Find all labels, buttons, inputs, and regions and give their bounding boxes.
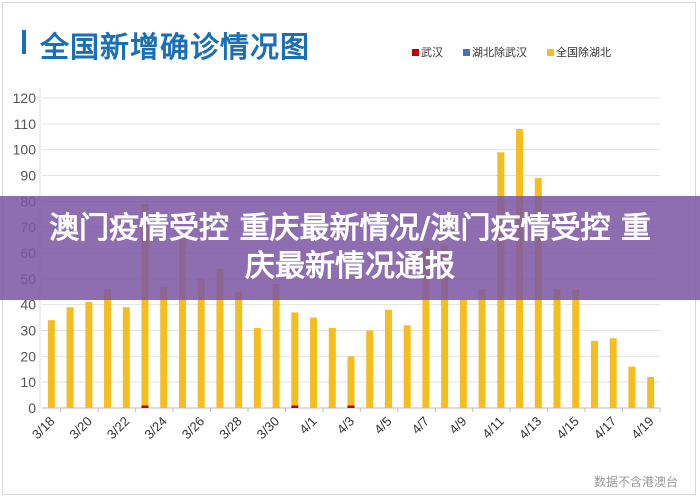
bar <box>253 327 261 408</box>
x-tick-label: 4/9 <box>446 414 469 437</box>
legend-label: 武汉 <box>421 46 443 59</box>
bar <box>235 291 243 408</box>
bar <box>104 289 112 408</box>
chart-title: 全国新增确诊情况图 <box>40 30 311 64</box>
x-tick-label: 3/28 <box>216 414 245 443</box>
bar <box>459 299 467 408</box>
bar <box>553 289 561 408</box>
y-tick-label: 90 <box>20 168 36 184</box>
bar <box>141 405 149 408</box>
y-tick-label: 40 <box>20 297 36 313</box>
bar <box>310 317 318 408</box>
x-tick-label: 4/13 <box>516 414 545 443</box>
bar <box>85 302 93 408</box>
bar <box>141 203 149 406</box>
x-tick-label: 4/3 <box>334 414 357 437</box>
y-tick-label: 10 <box>20 374 36 390</box>
bar <box>197 278 205 408</box>
bar <box>347 405 355 408</box>
legend-label: 全国除湖北 <box>556 46 611 59</box>
x-tick-label: 3/30 <box>254 414 283 443</box>
bar <box>403 325 411 408</box>
x-tick-label: 3/18 <box>29 414 58 443</box>
bar <box>272 284 280 408</box>
x-tick-label: 4/7 <box>409 414 432 437</box>
bar <box>291 312 299 406</box>
x-tick-label: 4/5 <box>371 414 394 437</box>
legend-swatch <box>547 48 554 56</box>
bar <box>590 340 598 408</box>
bar <box>422 247 430 408</box>
legend-item-wuhan: 武汉 <box>412 44 443 60</box>
x-tick-label: 3/26 <box>179 414 208 443</box>
bar <box>366 330 374 408</box>
legend-item-national: 全国除湖北 <box>547 44 611 60</box>
legend-swatch <box>412 48 419 56</box>
y-tick-label: 100 <box>13 142 37 158</box>
x-tick-label: 4/19 <box>628 414 657 443</box>
x-tick-label: 4/15 <box>553 414 582 443</box>
bar <box>160 286 168 408</box>
x-tick-label: 4/1 <box>296 414 319 437</box>
bar <box>66 307 74 408</box>
legend-swatch <box>463 48 470 56</box>
bar <box>441 245 449 408</box>
y-tick-label: 30 <box>20 323 36 339</box>
bar <box>647 377 655 408</box>
legend: 武汉 湖北除武汉 全国除湖北 <box>412 44 611 60</box>
headline-banner: 澳门疫情受控 重庆最新情况/澳门疫情受控 重庆最新情况通报 <box>0 196 700 300</box>
bar <box>216 268 224 408</box>
x-tick-label: 4/17 <box>591 414 620 443</box>
legend-item-hubei: 湖北除武汉 <box>463 44 527 60</box>
legend-label: 湖北除武汉 <box>472 46 527 59</box>
bar <box>347 356 355 406</box>
y-tick-label: 110 <box>14 116 37 132</box>
bar <box>178 237 186 408</box>
y-tick-label: 120 <box>13 90 37 106</box>
title-accent-bar <box>22 30 26 54</box>
headline-text: 澳门疫情受控 重庆最新情况/澳门疫情受控 重庆最新情况通报 <box>49 211 651 284</box>
x-tick-label: 3/20 <box>66 414 95 443</box>
bar <box>328 327 336 408</box>
x-tick-label: 4/11 <box>479 414 507 442</box>
bar <box>609 338 617 408</box>
bar <box>384 309 392 408</box>
y-tick-label: 0 <box>28 400 36 416</box>
bar <box>478 289 486 408</box>
y-tick-label: 20 <box>20 348 36 364</box>
bar <box>47 320 55 408</box>
source-note: 数据不含港澳台 <box>593 475 678 489</box>
x-tick-label: 3/22 <box>104 414 133 443</box>
bar <box>122 307 130 408</box>
x-tick-label: 3/24 <box>141 414 170 443</box>
bar <box>291 405 299 408</box>
bar <box>572 289 580 408</box>
bar <box>628 366 636 408</box>
